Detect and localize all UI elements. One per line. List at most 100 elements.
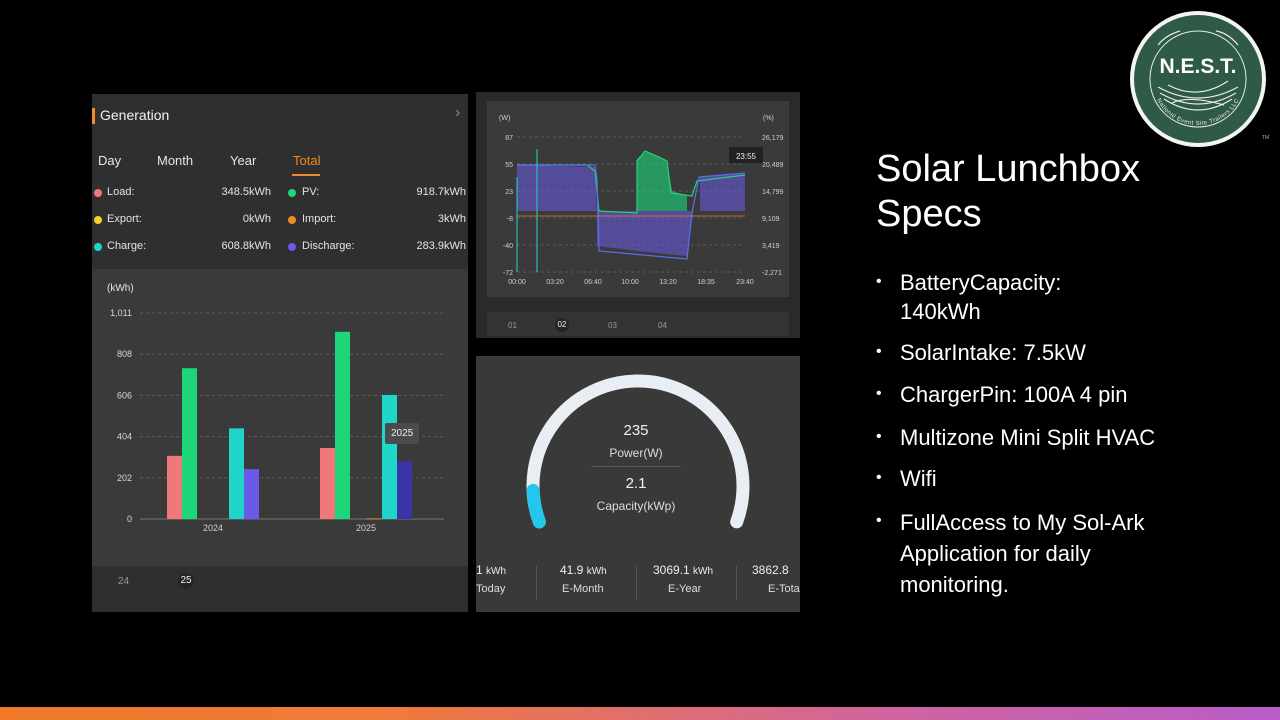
stat-month-value: 41.9 kWh (560, 563, 607, 577)
legend-label-discharge: Discharge: (302, 240, 355, 252)
left-tick-label: -8 (507, 216, 513, 223)
day-tab-04[interactable]: 04 (658, 321, 667, 330)
x-tick-label: 13:20 (659, 279, 677, 286)
tab-day[interactable]: Day (98, 153, 122, 168)
stat-month-label: E-Month (562, 583, 604, 595)
active-tab-indicator (292, 174, 320, 176)
legend-label-export: Export: (107, 213, 142, 225)
day-tab-03[interactable]: 03 (608, 321, 617, 330)
line-tooltip-bg (729, 147, 763, 163)
legend-value-pv: 918.7kWh (416, 186, 466, 198)
bar-charge-2024[interactable] (229, 428, 244, 519)
left-unit-label: (W) (499, 115, 510, 122)
bullet-icon: • (876, 469, 882, 486)
battery-line (517, 164, 746, 260)
capacity-label: Capacity(kWp) (596, 499, 676, 513)
power-line-panel: (W) (%) 87 26,179 55 20,489 23 14,799 -8 9,109 -40… (476, 92, 800, 338)
spec-item: BatteryCapacity: 140kWh (900, 270, 1062, 324)
right-tick-label: 9,109 (762, 216, 780, 223)
bar-load-2025[interactable] (320, 447, 335, 519)
line-chart: (W) (%) 87 26,179 55 20,489 23 14,799 -8 9,109 -40… (499, 115, 784, 286)
right-tick-label: 20,489 (762, 162, 784, 169)
gauge-panel: 235 Power(W) 2.1 Capacity(kWp) 1 kWh Tod… (476, 356, 800, 612)
spec-item: Multizone Mini Split HVAC (900, 425, 1156, 450)
y-tick-label: 606 (117, 390, 132, 400)
spec-item: Wifi (900, 466, 937, 491)
bar-tooltip: 2025 (385, 423, 420, 444)
tab-total[interactable]: Total (293, 153, 321, 168)
stat-total-value: 3862.8 (752, 563, 789, 577)
legend-label-pv: PV: (302, 186, 320, 198)
right-tick-label: 3,419 (762, 243, 780, 250)
gauge-svg (526, 374, 750, 529)
generation-title: Generation (100, 107, 170, 123)
stat-separator (636, 566, 637, 600)
battery-area (700, 173, 745, 211)
legend-label-import: Import: (302, 213, 337, 225)
legend-value-discharge: 283.9kWh (416, 240, 466, 252)
bar-load-2024[interactable] (167, 455, 182, 519)
year-tab-25[interactable]: 25 (178, 573, 194, 589)
left-tick-label: -40 (503, 243, 513, 250)
bar-discharge-2024[interactable] (244, 469, 259, 519)
logo-title: N.E.S.T. (1159, 55, 1236, 78)
right-unit-label: (%) (763, 115, 774, 122)
bottom-gradient-bar (0, 707, 1280, 720)
tab-month[interactable]: Month (157, 153, 194, 168)
y-tick-label: 808 (117, 349, 132, 359)
x-tick-label: 2024 (203, 523, 223, 533)
pv-line (517, 150, 746, 214)
logo-tm: TM (1262, 135, 1270, 141)
stat-year-label: E-Year (668, 583, 702, 595)
legend-label-charge: Charge: (107, 240, 147, 252)
bar-pv-2024[interactable] (182, 368, 197, 519)
tab-year[interactable]: Year (230, 153, 257, 168)
bar-charge-2025[interactable] (382, 394, 397, 519)
bullet-icon: • (876, 273, 882, 290)
legend-label-load: Load: (107, 186, 135, 198)
legend-dot-export (94, 216, 102, 224)
bullet-icon: • (876, 512, 882, 529)
nest-logo: N.E.S.T. National Event Site Trailers LL… (1128, 9, 1270, 149)
chevron-right-icon[interactable]: › (455, 104, 461, 121)
x-tick-label: 10:00 (621, 279, 639, 286)
legend-dot-discharge (288, 243, 296, 251)
bar-pv-2025[interactable] (335, 331, 350, 519)
left-tick-label: 55 (505, 162, 513, 169)
spec-item: ChargerPin: 100A 4 pin (900, 382, 1128, 407)
legend-value-export: 0kWh (242, 213, 271, 225)
left-tick-label: 87 (505, 135, 513, 142)
discharge-area (597, 211, 692, 256)
x-tick-label: 03:20 (546, 279, 564, 286)
right-tick-label: -2,271 (762, 270, 782, 277)
legend-value-import: 3kWh (437, 213, 466, 225)
year-selector (92, 566, 468, 612)
legend-dot-load (94, 189, 102, 197)
right-tick-label: 26,179 (762, 135, 784, 142)
power-label: Power(W) (609, 446, 663, 460)
year-tab-24[interactable]: 24 (118, 576, 130, 587)
x-tick-label: 23:40 (736, 279, 754, 286)
power-value: 235 (623, 422, 649, 439)
specs-title: Solar Lunchbox Specs (876, 148, 1141, 235)
line-tooltip: 23:55 (736, 152, 757, 161)
legend-value-charge: 608.8kWh (221, 240, 271, 252)
pv-area (637, 151, 687, 211)
bar-chart: 0 202 404 606 808 1,011 2024 2025 (92, 299, 468, 544)
bullet-icon: • (876, 343, 882, 360)
bar-chart-unit: (kWh) (107, 283, 134, 294)
day-tab-02[interactable]: 02 (555, 318, 569, 332)
gauge-divider (591, 466, 681, 467)
left-tick-label: 23 (505, 189, 513, 196)
bar-chart-svg: 0 202 404 606 808 1,011 2024 2025 (110, 308, 444, 533)
bullet-icon: • (876, 428, 882, 445)
capacity-value: 2.1 (625, 475, 647, 492)
generation-header (92, 94, 468, 269)
day-tab-01[interactable]: 01 (508, 321, 517, 330)
stat-year-value: 3069.1 kWh (653, 563, 714, 577)
y-tick-label: 1,011 (110, 308, 132, 318)
x-tick-label: 06:40 (584, 279, 602, 286)
bar-discharge-2025[interactable] (397, 461, 412, 519)
stat-separator (536, 566, 537, 600)
bar-import-2025[interactable] (366, 518, 381, 520)
